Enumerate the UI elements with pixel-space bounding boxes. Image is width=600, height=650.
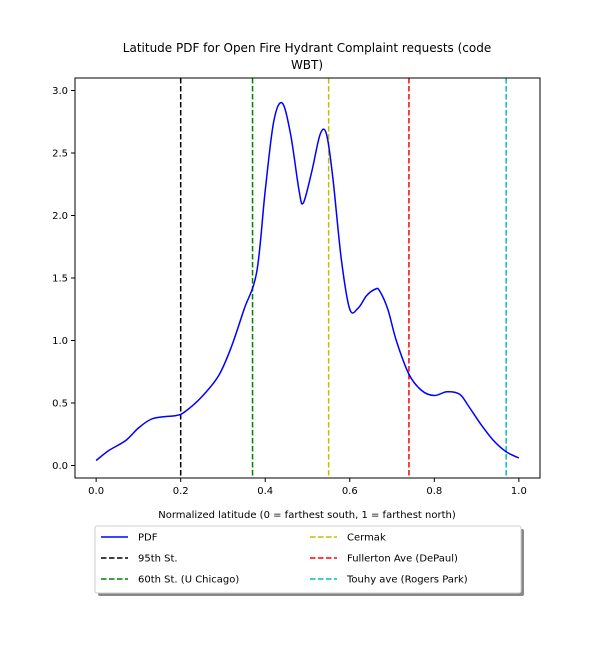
y-tick-label-3: 1.5 — [52, 274, 68, 285]
y-tick-label-0: 0.0 — [52, 461, 68, 472]
y-tick-label-2: 1.0 — [52, 336, 68, 347]
series-line-0 — [95, 101, 520, 462]
y-tick-label-6: 3.0 — [52, 86, 68, 97]
chart-title-line2: WBT) — [291, 58, 323, 72]
y-axis: 0.0 0.5 1.0 1.5 2.0 2.5 3.0 — [52, 86, 75, 472]
x-tick-label-1: 0.2 — [173, 486, 189, 497]
legend-label-1: 95th St. — [138, 554, 178, 565]
legend-label-4: Fullerton Ave (DePaul) — [347, 554, 458, 565]
legend-items: PDF 95th St. 60th St. (U Chicago) Cermak Ful… — [101, 533, 468, 586]
plot-area — [95, 78, 520, 478]
x-tick-label-4: 0.8 — [426, 486, 442, 497]
legend-label-3: Cermak — [347, 533, 386, 544]
legend-box — [94, 525, 522, 594]
chart-title-line1: Latitude PDF for Open Fire Hydrant Compl… — [123, 41, 491, 55]
x-axis: 0.0 0.2 0.4 0.6 0.8 1.0 — [88, 478, 527, 497]
y-tick-label-1: 0.5 — [52, 399, 68, 410]
x-tick-label-2: 0.4 — [257, 486, 273, 497]
legend-label-0: PDF — [138, 533, 158, 544]
legend-label-2: 60th St. (U Chicago) — [138, 575, 239, 586]
x-tick-label-3: 0.6 — [342, 486, 358, 497]
y-tick-label-4: 2.0 — [52, 211, 68, 222]
legend: PDF 95th St. 60th St. (U Chicago) Cermak Ful… — [94, 525, 524, 596]
x-tick-label-5: 1.0 — [511, 486, 527, 497]
plot-frame — [74, 77, 541, 479]
x-tick-label-0: 0.0 — [88, 486, 104, 497]
legend-label-5: Touhy ave (Rogers Park) — [346, 575, 468, 586]
y-tick-label-5: 2.5 — [52, 149, 68, 160]
x-axis-label: Normalized latitude (0 = farthest south,… — [158, 510, 456, 521]
